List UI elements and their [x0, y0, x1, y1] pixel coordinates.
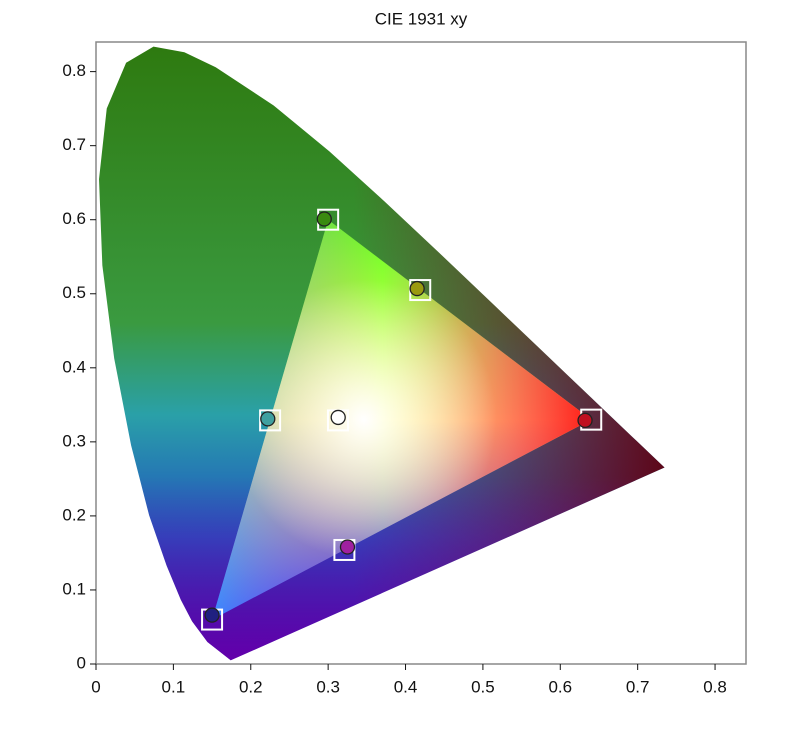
x-tick-label: 0.4	[394, 677, 418, 696]
y-tick-label: 0.5	[62, 283, 86, 302]
x-tick-label: 0.6	[548, 677, 572, 696]
measured-point	[339, 539, 356, 555]
x-tick-label: 0.3	[316, 677, 340, 696]
plot-area	[99, 46, 665, 661]
y-tick-label: 0.8	[62, 61, 86, 80]
y-tick-label: 0	[77, 653, 86, 672]
y-tick-label: 0.4	[62, 357, 86, 376]
x-tick-label: 0.2	[239, 677, 263, 696]
chart-title: CIE 1931 xy	[375, 9, 468, 28]
y-tick-label: 0.2	[62, 505, 86, 524]
x-tick-label: 0.7	[626, 677, 650, 696]
measured-point	[316, 211, 332, 227]
plot-frame	[95, 41, 747, 665]
y-tick-label: 0.7	[62, 135, 86, 154]
y-tick-label: 0.1	[62, 579, 86, 598]
y-tick-label: 0.6	[62, 209, 86, 228]
measured-point	[204, 607, 220, 623]
gamut-triangle	[212, 219, 592, 620]
measured-point	[577, 412, 593, 429]
x-tick-label: 0.5	[471, 677, 495, 696]
x-tick-label: 0.8	[703, 677, 727, 696]
measured-point	[330, 409, 346, 426]
measured-point	[260, 411, 276, 427]
y-tick-label: 0.3	[62, 431, 86, 450]
x-tick-label: 0	[91, 677, 100, 696]
x-tick-label: 0.1	[162, 677, 186, 696]
target-square	[259, 409, 282, 432]
measured-point	[409, 280, 425, 297]
